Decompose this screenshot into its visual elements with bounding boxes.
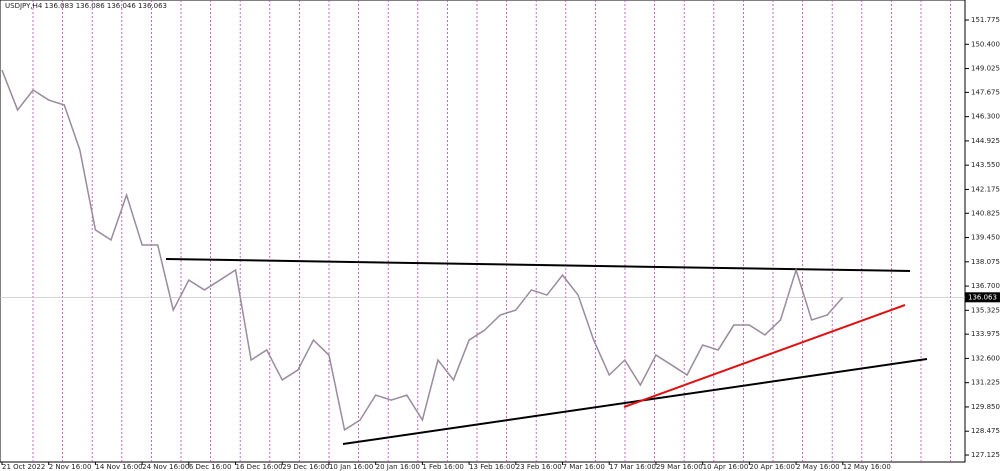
x-tick-label: 2 Nov 16:00 — [49, 463, 92, 471]
y-tick-label: 143.550 — [971, 161, 1000, 169]
y-tick-label: 133.975 — [971, 330, 1000, 338]
x-tick-label: 6 Dec 16:00 — [189, 463, 232, 471]
x-tick-label: 10 Jan 16:00 — [329, 463, 373, 471]
y-tick-label: 150.400 — [971, 40, 1000, 48]
chart-title: USDJPY,H4 136.083 136.086 136.046 136.06… — [5, 2, 167, 10]
red-trend-line — [623, 304, 906, 408]
resistance-line — [165, 258, 911, 272]
x-tick-label: 10 Apr 16:00 — [703, 463, 749, 471]
y-tick-label: 147.675 — [971, 88, 1000, 96]
y-tick-label: 149.025 — [971, 65, 1000, 73]
x-tick-label: 14 Nov 16:00 — [95, 463, 142, 471]
x-tick-label: 1 Feb 16:00 — [422, 463, 463, 471]
y-tick-label: 128.475 — [971, 427, 1000, 435]
y-tick-label: 132.600 — [971, 354, 1000, 362]
y-tick-label: 136.700 — [971, 282, 1000, 290]
x-tick-label: 17 Mar 16:00 — [609, 463, 656, 471]
y-tick-label: 131.225 — [971, 379, 1000, 387]
x-tick-label: 29 Mar 16:00 — [656, 463, 703, 471]
x-tick-label: 20 Apr 16:00 — [749, 463, 795, 471]
y-tick-label: 139.450 — [971, 234, 1000, 242]
price-line — [1, 69, 844, 432]
y-tick-label: 138.075 — [971, 258, 1000, 266]
y-tick-label: 127.125 — [971, 451, 1000, 459]
support-line — [342, 358, 928, 445]
x-tick-label: 23 Feb 16:00 — [516, 463, 562, 471]
y-tick-label: 144.925 — [971, 137, 1000, 145]
y-tick-label: 135.325 — [971, 306, 1000, 314]
x-tick-label: 2 May 16:00 — [796, 463, 840, 471]
y-tick-label: 146.300 — [971, 113, 1000, 121]
y-tick-label: 140.825 — [971, 209, 1000, 217]
current-price-box — [965, 292, 1000, 303]
current-price-label: 136.063 — [968, 293, 997, 301]
x-tick-label: 7 Mar 16:00 — [563, 463, 605, 471]
plot-frame — [0, 0, 966, 463]
x-tick-label: 13 Feb 16:00 — [469, 463, 515, 471]
y-tick-label: 142.175 — [971, 185, 1000, 193]
x-tick-label: 16 Dec 16:00 — [236, 463, 283, 471]
y-tick-label: 129.850 — [971, 403, 1000, 411]
x-tick-label: 12 May 16:00 — [843, 463, 891, 471]
x-tick-label: 24 Nov 16:00 — [142, 463, 189, 471]
x-tick-label: 20 Jan 16:00 — [376, 463, 420, 471]
x-tick-label: 29 Dec 16:00 — [282, 463, 329, 471]
y-tick-label: 151.775 — [971, 16, 1000, 24]
x-tick-label: 21 Oct 2022 — [2, 463, 45, 471]
